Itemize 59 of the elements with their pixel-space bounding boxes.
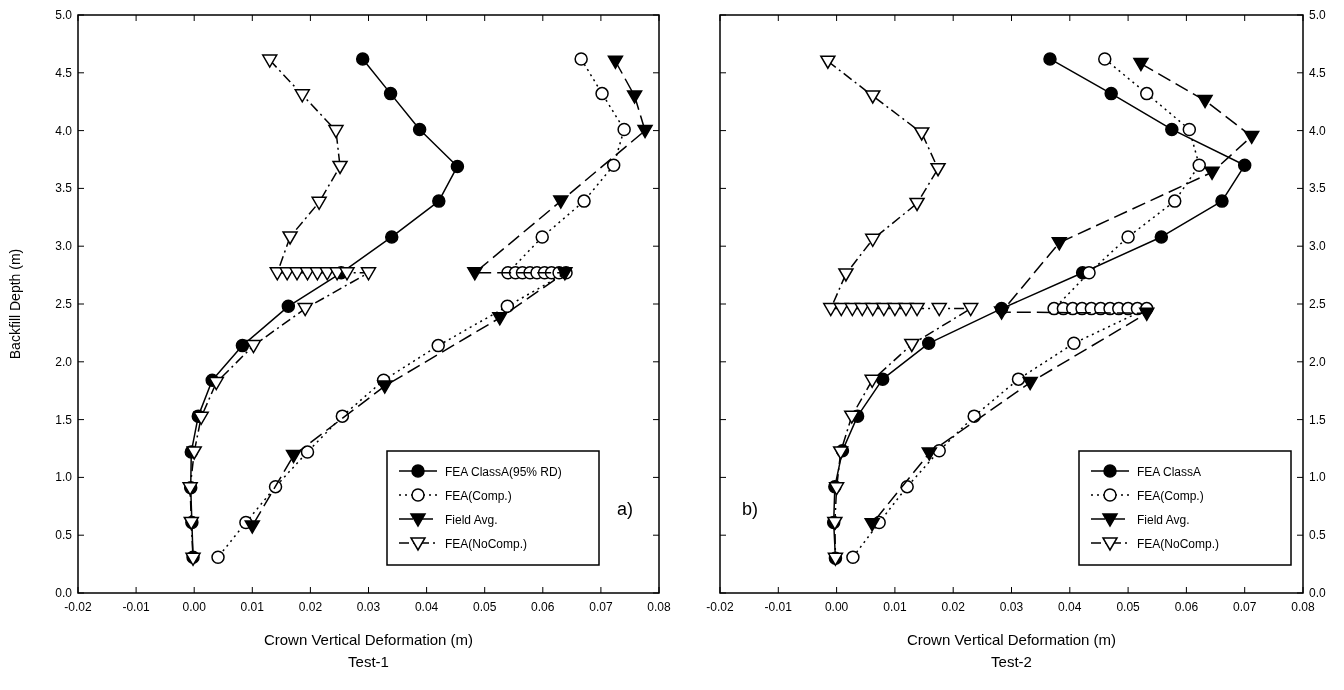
x-tick-label: -0.02 [64, 600, 92, 614]
y2-tick-label: 3.0 [1309, 239, 1327, 254]
y-tick-label: 5.0 [55, 8, 73, 22]
y-tick-label: 3.0 [55, 239, 73, 254]
x-tick-label: 0.07 [589, 600, 613, 614]
text: Test-2 [991, 653, 1032, 670]
legend-label: FEA(NoComp.) [445, 537, 528, 551]
x-tick-label: 0.04 [1058, 600, 1082, 614]
legend-label: Field Avg. [1137, 513, 1190, 527]
y-tick-label: 0.5 [55, 528, 73, 543]
y2-tick-label: 1.5 [1309, 412, 1327, 427]
legend-label: FEA ClassA [1137, 465, 1202, 479]
y-tick-label: 2.0 [55, 354, 73, 369]
x-tick-label: -0.01 [122, 600, 151, 614]
y2-tick-label: 5.0 [1309, 8, 1327, 22]
x-tick-label: 0.05 [473, 600, 497, 614]
annotation: b) [742, 499, 759, 519]
x-tick-label: 0.06 [531, 600, 555, 614]
y2-tick-label: 1.0 [1309, 470, 1327, 485]
text: Test-1 [348, 653, 389, 670]
legend-label: FEA(NoComp.) [1137, 537, 1220, 551]
y-axis-title: Backfill Depth (m) [7, 248, 23, 360]
y2-tick-label: 2.0 [1309, 354, 1327, 369]
x-tick-label: 0.04 [414, 600, 439, 614]
x-tick-label: 0.08 [647, 600, 671, 614]
y-tick-label: 0.0 [55, 586, 73, 600]
legend-label: FEA(Comp.) [445, 489, 512, 503]
x-tick-label: 0.07 [1233, 600, 1257, 614]
annotation: a) [617, 499, 634, 519]
x-tick-label: 0.08 [1291, 600, 1315, 614]
y2-tick-label: 3.5 [1309, 181, 1327, 196]
y-tick-label: 3.5 [55, 181, 73, 196]
x-tick-label: 0.03 [999, 600, 1024, 614]
y-tick-label: 1.5 [55, 412, 73, 427]
y-tick-label: 2.5 [55, 297, 73, 311]
legend-label: Field Avg. [445, 513, 498, 527]
y2-tick-label: 2.5 [1309, 297, 1327, 311]
y-tick-label: 4.5 [55, 65, 73, 80]
x-tick-label: 0.02 [941, 600, 966, 614]
legend-label: FEA ClassA(95% RD) [445, 465, 562, 479]
x-tick-label: 0.00 [182, 600, 207, 614]
x-tick-label: 0.03 [356, 600, 381, 614]
y-tick-label: 1.0 [55, 470, 73, 485]
x-tick-label: 0.01 [883, 600, 907, 614]
x-tick-label: 0.02 [298, 600, 323, 614]
x-tick-label: 0.01 [240, 600, 265, 614]
x-tick-label: 0.05 [1116, 600, 1141, 614]
y2-tick-label: 0.0 [1309, 586, 1327, 600]
y2-tick-label: 4.0 [1309, 123, 1327, 138]
x-axis-title: Crown Vertical Deformation (m) [263, 631, 474, 648]
y-tick-label: 4.0 [55, 123, 73, 138]
x-axis-title: Crown Vertical Deformation (m) [906, 631, 1117, 648]
x-tick-label: -0.02 [706, 600, 734, 614]
legend-label: FEA(Comp.) [1137, 489, 1204, 503]
x-tick-label: 0.00 [824, 600, 849, 614]
y2-tick-label: 0.5 [1309, 528, 1327, 543]
y2-tick-label: 4.5 [1309, 65, 1327, 80]
x-tick-label: -0.01 [764, 600, 793, 614]
x-tick-label: 0.06 [1174, 600, 1199, 614]
